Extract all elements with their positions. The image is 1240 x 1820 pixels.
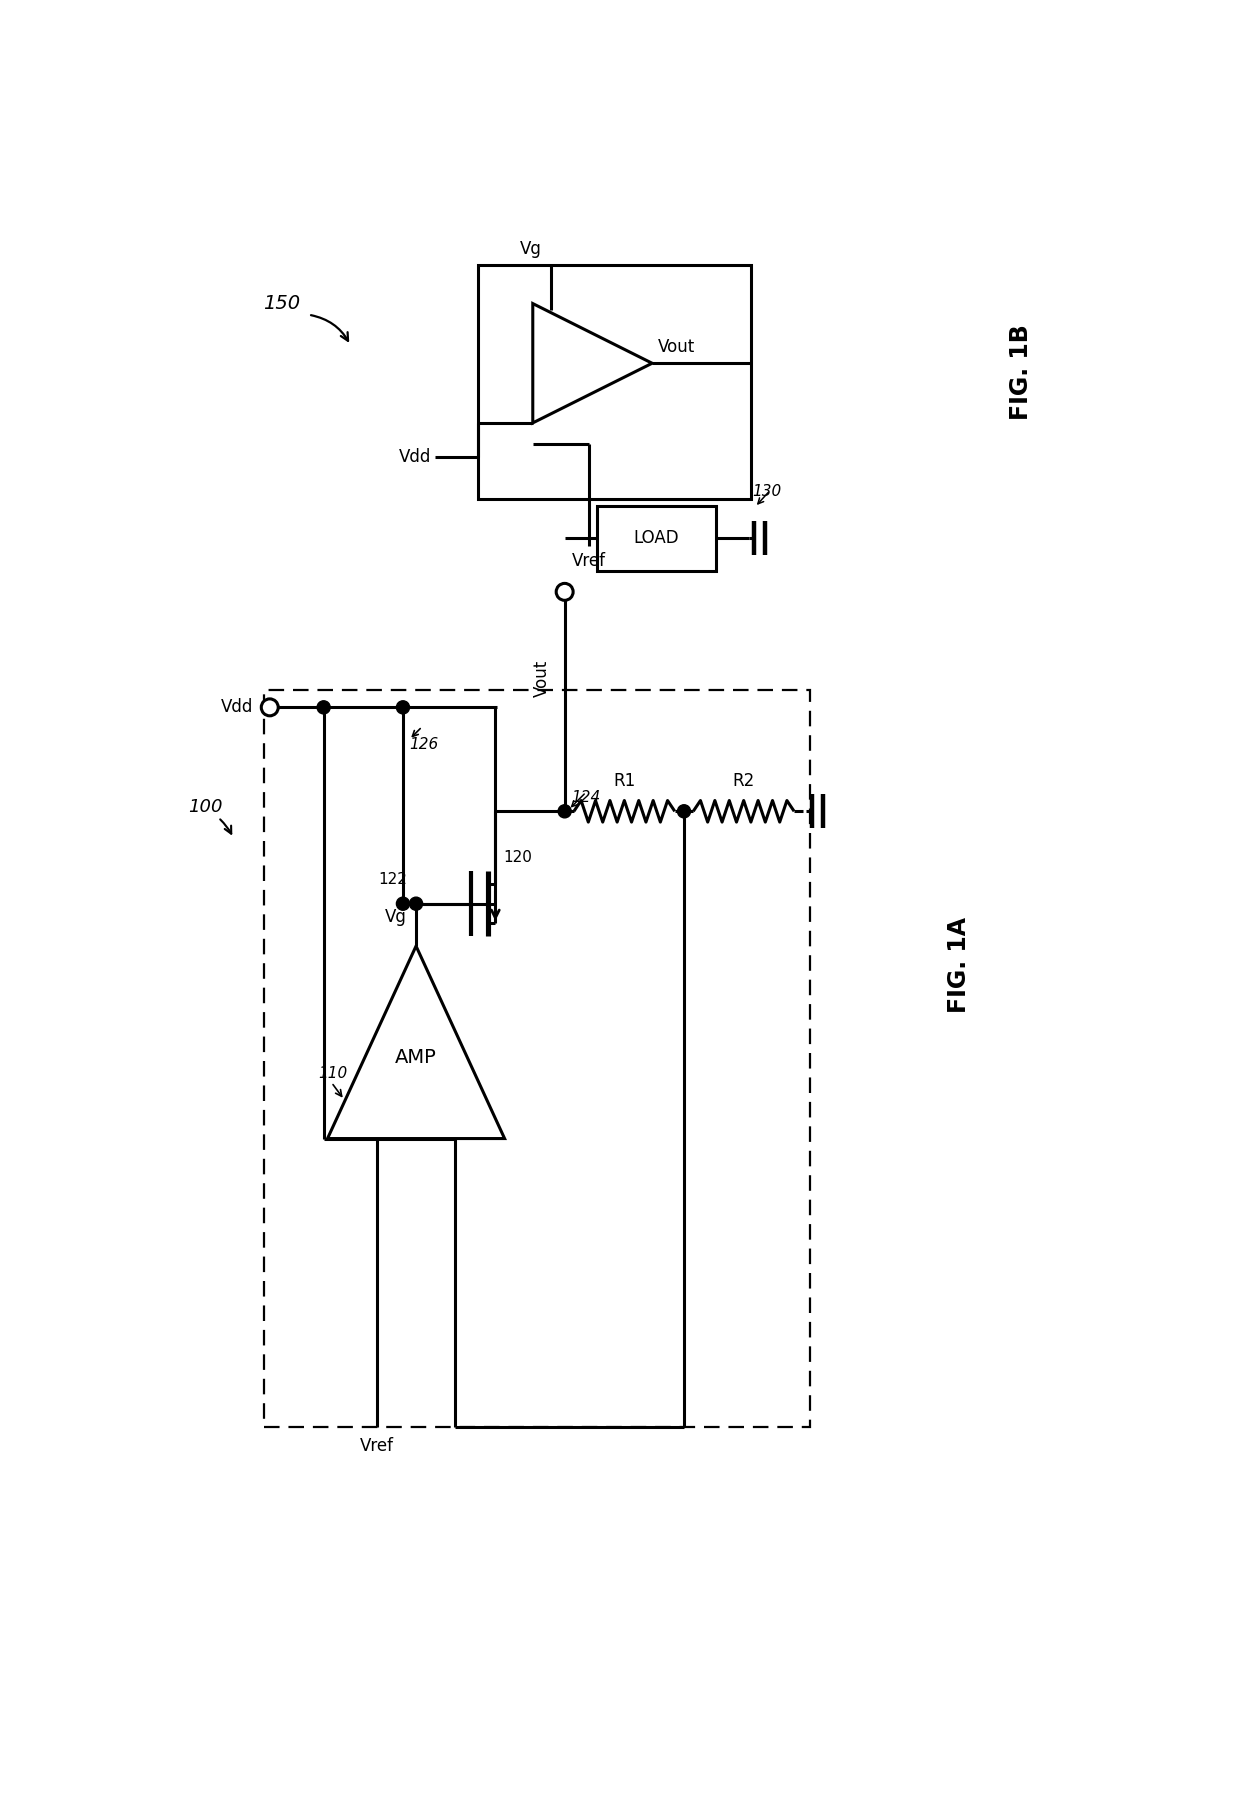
Text: 126: 126 (409, 737, 439, 752)
Text: Vout: Vout (658, 337, 696, 355)
Text: Vref: Vref (360, 1436, 394, 1454)
Circle shape (262, 699, 278, 715)
Text: Vdd: Vdd (399, 448, 432, 466)
Text: Vref: Vref (572, 551, 606, 570)
Text: 124: 124 (570, 790, 600, 804)
Text: 150: 150 (263, 293, 300, 313)
Text: 120: 120 (503, 850, 532, 864)
Bar (264, 690, 810, 1427)
Text: AMP: AMP (396, 1048, 436, 1067)
Bar (596, 506, 717, 571)
Circle shape (557, 584, 573, 601)
Text: FIG. 1B: FIG. 1B (1009, 324, 1033, 420)
Text: R1: R1 (614, 772, 635, 790)
Circle shape (677, 804, 691, 817)
Text: 100: 100 (188, 799, 223, 817)
Circle shape (317, 701, 330, 713)
Text: Vg: Vg (520, 240, 542, 258)
Text: R2: R2 (733, 772, 755, 790)
Circle shape (409, 897, 423, 910)
Text: 110: 110 (319, 1067, 347, 1081)
Text: 122: 122 (378, 872, 407, 886)
Circle shape (397, 701, 409, 713)
Text: Vdd: Vdd (221, 699, 253, 717)
Text: FIG. 1A: FIG. 1A (947, 917, 971, 1014)
Circle shape (397, 897, 409, 910)
Text: LOAD: LOAD (634, 530, 680, 548)
Bar (477, 264, 751, 499)
Text: Vout: Vout (533, 661, 551, 697)
Circle shape (558, 804, 572, 817)
Text: Vg: Vg (384, 908, 407, 926)
Text: 130: 130 (753, 484, 781, 499)
